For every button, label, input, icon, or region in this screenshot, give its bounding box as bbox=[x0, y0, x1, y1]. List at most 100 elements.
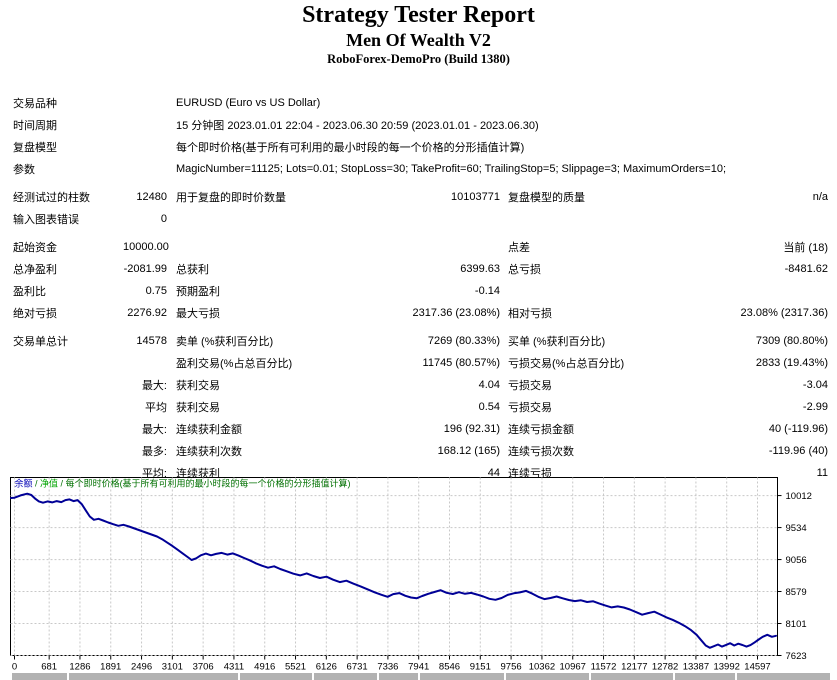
x-axis-label: 14597 bbox=[744, 662, 770, 673]
y-axis-label: 9056 bbox=[786, 555, 807, 566]
balance-chart-svg: 7623 8101 8579 9056 9534 10012 0 681 1286 1891 249… bbox=[9, 477, 812, 673]
metric-label: 交易品种 bbox=[13, 98, 57, 110]
x-axis-label: 12782 bbox=[652, 662, 678, 673]
metric-value: 2317.36 (23.08%) bbox=[412, 307, 500, 319]
metric-value-wide: MagicNumber=11125; Lots=0.01; StopLoss=3… bbox=[176, 163, 727, 175]
x-axis-label: 13992 bbox=[713, 662, 739, 673]
metric-label: 连续获利次数 bbox=[176, 446, 242, 458]
metric-value: 23.08% (2317.36) bbox=[740, 307, 828, 319]
x-axis-label: 10362 bbox=[529, 662, 555, 673]
metric-label: 总获利 bbox=[176, 264, 209, 276]
x-axis-label: 6126 bbox=[316, 662, 337, 673]
report-row: 时间周期 15 分钟图 2023.01.01 22:04 - 2023.06.30… bbox=[13, 114, 828, 136]
metric-label: 输入图表错误 bbox=[13, 214, 79, 226]
metric-value: 2276.92 bbox=[127, 307, 167, 319]
legend-separator: / bbox=[33, 479, 41, 489]
metric-value: 7269 (80.33%) bbox=[427, 335, 500, 347]
x-axis-label: 13387 bbox=[683, 662, 709, 673]
x-axis-label: 7941 bbox=[408, 662, 429, 673]
metric-sublabel: 最大: bbox=[141, 424, 167, 436]
x-axis-label: 10967 bbox=[560, 662, 586, 673]
metric-label: 相对亏损 bbox=[508, 308, 552, 320]
x-axis-label: 9151 bbox=[470, 662, 491, 673]
report-row: 交易品种 EURUSD (Euro vs US Dollar) bbox=[13, 92, 828, 114]
metric-value: -8481.62 bbox=[784, 263, 828, 275]
x-axis-label: 3101 bbox=[162, 662, 183, 673]
y-axis-label: 8101 bbox=[786, 619, 807, 630]
metric-label: 复盘模型的质量 bbox=[508, 192, 585, 204]
metric-value: 4.04 bbox=[478, 379, 500, 391]
metric-value: 0 bbox=[160, 213, 167, 225]
metric-value: 0.75 bbox=[145, 285, 167, 297]
metric-label: 买单 (%获利百分比) bbox=[508, 336, 606, 348]
metric-label: 经测试过的柱数 bbox=[13, 192, 90, 204]
balance-line bbox=[9, 492, 777, 649]
metric-label: 交易单总计 bbox=[13, 336, 68, 348]
metric-label: 连续亏损次数 bbox=[508, 446, 574, 458]
metric-value: 40 (-119.96) bbox=[768, 423, 828, 435]
trades-header-cell bbox=[69, 673, 238, 680]
y-axis-label: 10012 bbox=[786, 491, 812, 502]
x-axis-label: 11572 bbox=[591, 662, 617, 673]
trades-header-cell bbox=[240, 673, 312, 680]
metric-value: n/a bbox=[812, 191, 828, 203]
trades-header-cell bbox=[591, 673, 673, 680]
metric-sublabel: 平均 bbox=[145, 402, 167, 414]
metric-label: 获利交易 bbox=[176, 402, 220, 414]
report-row: 起始资金 10000.00 点差 当前 (18) bbox=[13, 236, 828, 258]
report-row: 参数 MagicNumber=11125; Lots=0.01; StopLoss… bbox=[13, 158, 828, 180]
y-axis-label: 8579 bbox=[786, 587, 807, 598]
plot-border bbox=[10, 477, 778, 656]
metric-value-wide: 15 分钟图 2023.01.01 22:04 - 2023.06.30 20:… bbox=[176, 120, 539, 132]
metric-label: 亏损交易(%占总百分比) bbox=[508, 358, 625, 370]
report-row: 经测试过的柱数 12480 用于复盘的即时价数量 10103771 复盘模型的质量 n/a bbox=[13, 186, 828, 208]
metric-label: 点差 bbox=[508, 242, 530, 254]
metric-value: 14578 bbox=[136, 335, 167, 347]
metric-value: 196 (92.31) bbox=[443, 423, 500, 435]
metric-label: 最大亏损 bbox=[176, 308, 220, 320]
metric-value: 0.54 bbox=[478, 401, 500, 413]
trades-header-cell bbox=[506, 673, 589, 680]
trades-header-cell bbox=[12, 673, 67, 680]
metric-value: 10103771 bbox=[451, 191, 500, 203]
trades-table-header-cut bbox=[12, 673, 830, 680]
report-row: 输入图表错误 0 bbox=[13, 208, 828, 230]
metric-label: 亏损交易 bbox=[508, 380, 552, 392]
report-row: 交易单总计 14578 卖单 (%获利百分比) 7269 (80.33%) 买单 (%获… bbox=[13, 330, 828, 352]
x-axis-label: 3706 bbox=[193, 662, 214, 673]
report-row: 最多: 连续获利次数 168.12 (165) 连续亏损次数 -119.96 (40) bbox=[13, 440, 828, 462]
x-axis-label: 0 bbox=[12, 662, 17, 673]
metric-value: 11745 (80.57%) bbox=[422, 357, 500, 369]
legend-model-label: 每个即时价格(基于所有可利用的最小时段的每一个价格的分形插值计算) bbox=[66, 478, 351, 489]
server-build: RoboForex-DemoPro (Build 1380) bbox=[327, 52, 510, 66]
trades-header-cell bbox=[737, 673, 830, 680]
x-axis-label: 2496 bbox=[131, 662, 152, 673]
x-axis-label: 9756 bbox=[501, 662, 522, 673]
report-row: 盈利交易(%占总百分比) 11745 (80.57%) 亏损交易(%占总百分比) 28… bbox=[13, 352, 828, 374]
metric-value: 168.12 (165) bbox=[437, 445, 500, 457]
metric-value: 7309 (80.80%) bbox=[755, 335, 828, 347]
trades-header-cell bbox=[379, 673, 418, 680]
legend-equity-label: 净值 bbox=[40, 478, 58, 489]
metric-value: -2081.99 bbox=[123, 263, 167, 275]
metric-label: 连续获利金额 bbox=[176, 424, 242, 436]
metric-label: 盈利交易(%占总百分比) bbox=[176, 358, 293, 370]
metric-label: 总亏损 bbox=[508, 264, 541, 276]
legend-balance-label: 余额 bbox=[15, 478, 33, 489]
metric-label: 盈利比 bbox=[13, 286, 46, 298]
x-axis-label: 681 bbox=[41, 662, 57, 673]
expert-advisor-name: Men Of Wealth V2 bbox=[346, 30, 491, 50]
x-axis-label: 5521 bbox=[285, 662, 306, 673]
x-axis-label: 7336 bbox=[377, 662, 398, 673]
trades-header-cell bbox=[314, 673, 377, 680]
trades-header-cell bbox=[420, 673, 504, 680]
report-title: Strategy Tester Report bbox=[302, 2, 535, 28]
x-axis-label: 1286 bbox=[69, 662, 90, 673]
metric-label: 用于复盘的即时价数量 bbox=[176, 192, 286, 204]
metric-label: 获利交易 bbox=[176, 380, 220, 392]
metric-value: 2833 (19.43%) bbox=[755, 357, 828, 369]
chart-legend: 余额 / 净值 / 每个即时价格(基于所有可利用的最小时段的每一个价格的分形插值… bbox=[15, 478, 351, 489]
metric-label: 卖单 (%获利百分比) bbox=[176, 336, 274, 348]
report-row: 复盘模型 每个即时价格(基于所有可利用的最小时段的每一个价格的分形插值计算) bbox=[13, 136, 828, 158]
report-header: Strategy Tester Report Men Of Wealth V2 … bbox=[0, 0, 837, 67]
